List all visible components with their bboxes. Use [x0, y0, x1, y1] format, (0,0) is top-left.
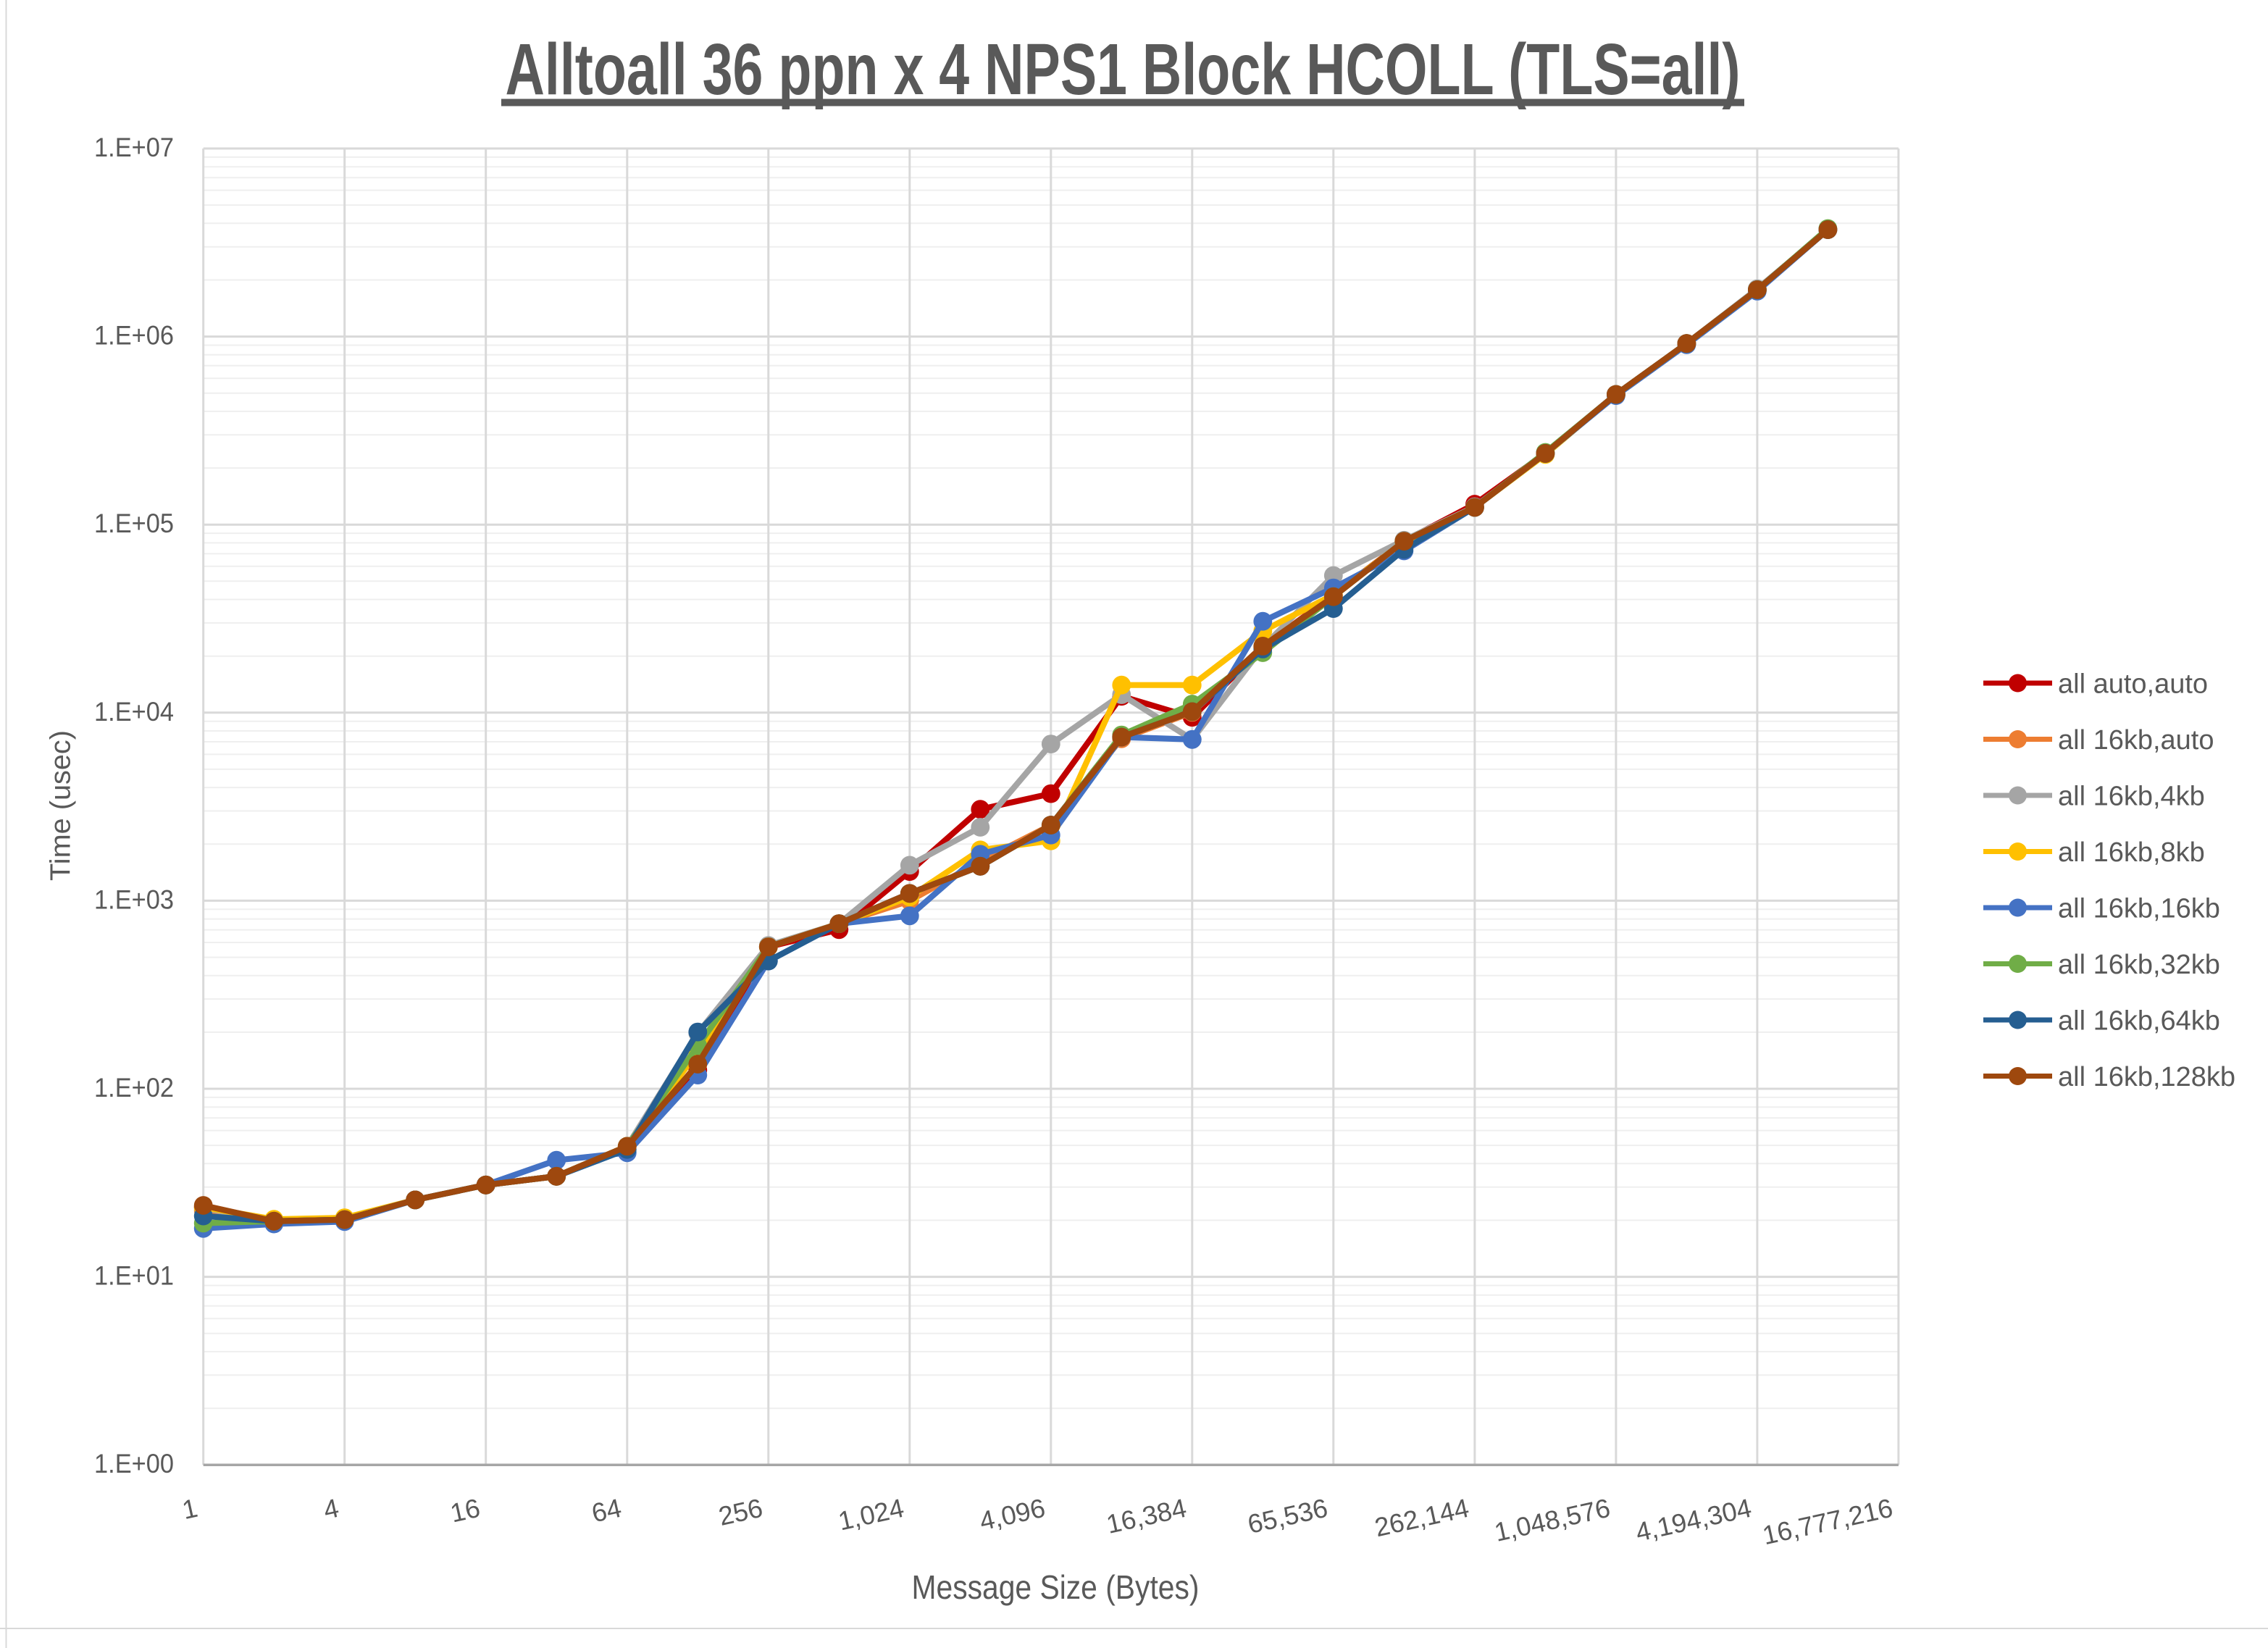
- svg-text:all 16kb,128kb: all 16kb,128kb: [2058, 1062, 2235, 1092]
- svg-text:1.E+06: 1.E+06: [94, 321, 174, 351]
- svg-text:1.E+00: 1.E+00: [94, 1449, 174, 1478]
- svg-text:all auto,auto: all auto,auto: [2058, 669, 2208, 700]
- svg-text:all 16kb,4kb: all 16kb,4kb: [2058, 782, 2205, 812]
- svg-text:Time (usec): Time (usec): [46, 730, 77, 881]
- svg-text:1.E+07: 1.E+07: [94, 133, 174, 162]
- svg-text:all 16kb,16kb: all 16kb,16kb: [2058, 894, 2220, 924]
- svg-text:Alltoall 36 ppn x 4 NPS1 Block: Alltoall 36 ppn x 4 NPS1 Block HCOLL (TL…: [506, 29, 1741, 110]
- svg-text:all 16kb,auto: all 16kb,auto: [2058, 725, 2214, 756]
- svg-text:all 16kb,64kb: all 16kb,64kb: [2058, 1006, 2220, 1037]
- svg-text:Message Size (Bytes): Message Size (Bytes): [912, 1568, 1200, 1606]
- svg-text:all 16kb,32kb: all 16kb,32kb: [2058, 950, 2220, 980]
- svg-text:1.E+02: 1.E+02: [94, 1073, 174, 1103]
- svg-text:all 16kb,8kb: all 16kb,8kb: [2058, 837, 2205, 868]
- svg-text:1.E+05: 1.E+05: [94, 509, 174, 538]
- svg-text:1.E+03: 1.E+03: [94, 884, 174, 914]
- svg-text:1.E+01: 1.E+01: [94, 1261, 174, 1291]
- svg-text:16: 16: [448, 1493, 483, 1528]
- svg-text:64: 64: [589, 1493, 624, 1528]
- svg-text:1.E+04: 1.E+04: [94, 697, 174, 727]
